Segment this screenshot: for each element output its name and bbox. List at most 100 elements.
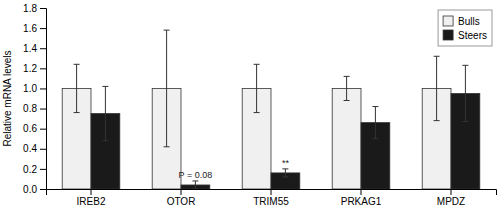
tick: 1.0 (23, 83, 46, 94)
error-line (76, 64, 77, 112)
tick-label: 1.0 (23, 83, 37, 94)
error-bar (192, 181, 198, 189)
legend-box (438, 10, 492, 46)
legend-swatch (443, 30, 453, 40)
tick: OTOR (167, 189, 196, 207)
error-cap (344, 76, 350, 77)
error-line (195, 181, 196, 189)
tick-label: 0.0 (23, 184, 37, 195)
tick: 1.8 (23, 3, 46, 14)
tick: 0.2 (23, 164, 46, 175)
error-cap (372, 138, 378, 139)
tick-mark (271, 189, 272, 195)
bar (332, 88, 361, 189)
tick-mark (40, 189, 46, 190)
y-axis: 0.0 0.2 0.4 0.6 0.8 1.0 1.2 1.4 1.6 1.8 (23, 3, 46, 195)
tick-mark (91, 189, 92, 195)
tick-mark (40, 129, 46, 130)
series (62, 30, 451, 189)
error-bar (74, 64, 80, 112)
tick-mark (40, 28, 46, 29)
tick-mark (40, 48, 46, 49)
tick-label: OTOR (167, 196, 196, 207)
axis-line (47, 190, 497, 196)
error-cap (164, 30, 170, 31)
error-cap (282, 168, 288, 169)
tick-mark (451, 189, 452, 195)
tick-label: 1.2 (23, 63, 37, 74)
error-cap (282, 176, 288, 177)
error-bar (344, 76, 350, 100)
tick: 0.8 (23, 103, 46, 114)
tick: MPDZ (437, 189, 465, 207)
tick-label: 0.2 (23, 164, 37, 175)
error-cap (462, 121, 468, 122)
tick-mark (40, 109, 46, 110)
legend-item: Bulls (443, 16, 480, 27)
error-line (465, 65, 466, 121)
error-cap (102, 140, 108, 141)
tick-mark (181, 189, 182, 195)
tick-label: 0.8 (23, 103, 37, 114)
error-bar (164, 30, 170, 147)
tick-label: 0.6 (23, 123, 37, 134)
error-line (346, 76, 347, 100)
plot: 0.0 0.2 0.4 0.6 0.8 1.0 1.2 1.4 1.6 1.8 IREB2 OTOR T… (23, 3, 496, 207)
error-bar (434, 56, 440, 120)
tick-mark (40, 169, 46, 170)
error-bar (254, 64, 260, 112)
legend-item: Steers (443, 30, 487, 41)
error-cap (192, 189, 198, 190)
legend-swatch (443, 16, 453, 26)
tick-mark (361, 189, 362, 195)
legend-label: Bulls (458, 16, 480, 27)
tick-label: IREB2 (77, 196, 106, 207)
series (91, 65, 480, 189)
error-line (285, 169, 286, 177)
tick: TRIM55 (253, 189, 289, 207)
error-line (375, 107, 376, 139)
error-cap (462, 65, 468, 66)
tick-label: PRKAG1 (341, 196, 382, 207)
error-cap (372, 106, 378, 107)
error-bar (102, 86, 108, 140)
axis-line (40, 9, 47, 190)
error-cap (344, 100, 350, 101)
tick: PRKAG1 (341, 189, 382, 207)
error-line (436, 56, 437, 120)
chart: 0.0 0.2 0.4 0.6 0.8 1.0 1.2 1.4 1.6 1.8 IREB2 OTOR T… (0, 0, 504, 209)
error-cap (434, 120, 440, 121)
tick-label: MPDZ (437, 196, 465, 207)
tick-label: 1.6 (23, 23, 37, 34)
tick-label: 1.8 (23, 3, 37, 14)
error-cap (74, 112, 80, 113)
error-cap (102, 86, 108, 87)
error-line (166, 30, 167, 147)
tick-mark (40, 8, 46, 9)
tick: 1.6 (23, 23, 46, 34)
error-bar (462, 65, 468, 121)
axis-title: Relative mRNA levels (2, 50, 13, 146)
error-cap (164, 146, 170, 147)
tick: IREB2 (77, 189, 106, 207)
error-cap (254, 64, 260, 65)
error-bar (372, 107, 378, 139)
tick-label: TRIM55 (253, 196, 289, 207)
tick: 0.0 (23, 184, 46, 195)
legend: Bulls Steers (438, 10, 492, 46)
error-line (256, 64, 257, 112)
tick-label: 1.4 (23, 43, 37, 54)
error-cap (74, 64, 80, 65)
tick: 1.2 (23, 63, 46, 74)
error-cap (254, 112, 260, 113)
error-line (105, 86, 106, 140)
error-cap (434, 56, 440, 57)
tick: 0.6 (23, 123, 46, 134)
annotation: ** (282, 158, 290, 168)
tick: 0.4 (23, 143, 46, 154)
annotation: P = 0.08 (179, 170, 213, 180)
tick-label: 0.4 (23, 143, 37, 154)
x-axis: IREB2 OTOR TRIM55 PRKAG1 MPDZ (47, 189, 497, 207)
error-cap (192, 180, 198, 181)
tick-mark (40, 88, 46, 89)
